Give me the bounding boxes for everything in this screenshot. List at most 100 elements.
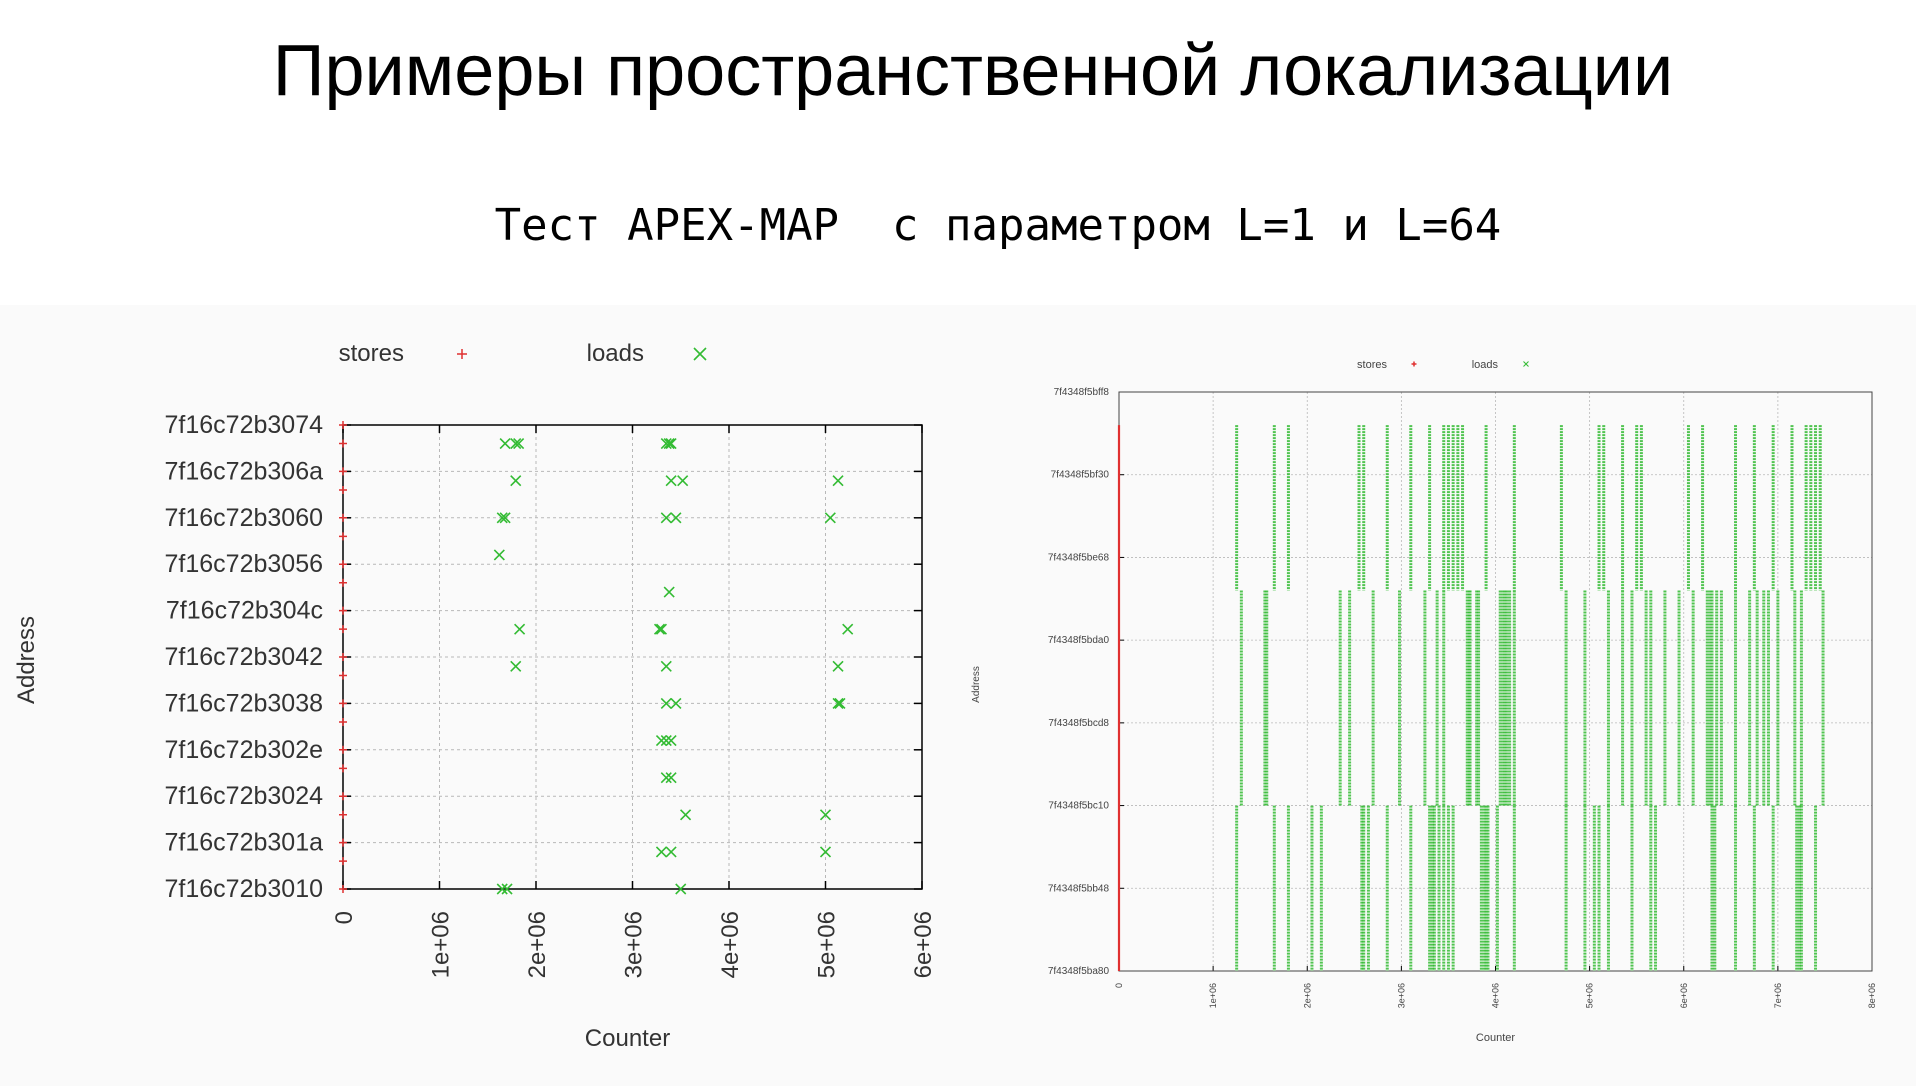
plot-background — [0, 305, 1916, 1086]
load-point — [675, 883, 687, 895]
store-point — [339, 513, 347, 522]
store-point — [339, 606, 347, 615]
store-point — [339, 764, 347, 773]
legend-label-loads: loads — [587, 340, 644, 367]
load-point — [655, 734, 668, 747]
load-point — [655, 846, 668, 858]
legend-label-stores: stores — [339, 340, 404, 367]
slide-title: Примеры пространственной локализации — [272, 31, 1674, 111]
store-point — [339, 717, 347, 726]
x-tick-label: 0 — [1114, 983, 1124, 988]
store-point — [339, 838, 347, 847]
x-tick-label: 2e+06 — [524, 911, 551, 978]
y-tick-label: 7f16c72b3042 — [165, 643, 323, 671]
x-tick-label: 5e+06 — [814, 911, 841, 978]
y-tick-label: 7f16c72b3056 — [165, 550, 323, 578]
x-tick-label: 0 — [331, 911, 358, 924]
load-point — [514, 623, 526, 635]
y-tick-label: 7f16c72b3060 — [165, 504, 323, 532]
load-point — [510, 660, 522, 672]
load-point — [660, 734, 672, 747]
load-point — [660, 660, 672, 672]
store-point — [339, 653, 347, 661]
x-tick-label: 3e+06 — [621, 911, 648, 978]
y-axis-title: Address — [13, 616, 40, 704]
load-point — [832, 475, 844, 487]
x-tick-label: 8e+06 — [1867, 983, 1877, 1008]
load-point — [660, 697, 672, 709]
store-point — [339, 857, 347, 866]
y-tick-label: 7f16c72b301a — [165, 829, 324, 857]
y-tick-label: 7f4348f5be68 — [1048, 552, 1110, 563]
load-point — [670, 697, 682, 709]
store-point — [339, 485, 347, 494]
x-tick-label: 1e+06 — [428, 911, 455, 978]
load-point — [665, 437, 677, 450]
y-tick-label: 7f16c72b3010 — [165, 875, 323, 903]
store-point — [339, 439, 347, 448]
load-point — [665, 846, 677, 858]
load-point — [819, 809, 832, 821]
load-point — [513, 437, 525, 450]
load-point — [834, 697, 846, 709]
load-point — [665, 772, 677, 784]
store-point — [339, 578, 347, 587]
load-point — [819, 846, 832, 858]
store-point — [339, 885, 347, 893]
legend-label-stores: stores — [1357, 359, 1387, 371]
store-point — [339, 745, 347, 754]
load-point — [663, 586, 675, 598]
x-tick-label: 7e+06 — [1773, 983, 1783, 1008]
load-point — [660, 772, 672, 784]
load-point — [493, 549, 505, 561]
store-point — [339, 671, 347, 680]
x-tick-label: 4e+06 — [717, 911, 744, 978]
load-point — [510, 475, 522, 487]
load-point — [824, 512, 836, 524]
slide-subtitle: Тест APEX-MAP с параметром L=1 и L=64 — [494, 200, 1502, 251]
x-tick-label: 4e+06 — [1491, 983, 1501, 1008]
load-point — [660, 437, 672, 450]
load-point — [832, 660, 844, 672]
store-point — [339, 699, 347, 708]
load-point — [653, 623, 666, 635]
store-point — [339, 560, 347, 569]
load-point — [663, 437, 675, 450]
store-point — [339, 532, 347, 541]
y-tick-label: 7f4348f5bcd8 — [1048, 718, 1109, 729]
load-point — [665, 734, 677, 747]
y-axis-title: Address — [971, 666, 982, 703]
load-point — [501, 883, 513, 895]
y-tick-label: 7f4348f5bff8 — [1054, 387, 1110, 398]
y-tick-label: 7f16c72b306a — [165, 457, 324, 485]
load-point — [510, 437, 522, 450]
legend-marker-stores — [457, 349, 467, 359]
legend-marker-loads — [693, 347, 707, 361]
y-tick-label: 7f16c72b304c — [166, 597, 323, 625]
y-tick-label: 7f16c72b3024 — [165, 782, 324, 810]
load-point — [670, 512, 682, 524]
y-tick-label: 7f4348f5bda0 — [1048, 635, 1110, 646]
x-tick-label: 3e+06 — [1396, 983, 1406, 1008]
y-tick-label: 7f4348f5bb48 — [1048, 883, 1110, 894]
y-tick-label: 7f16c72b3074 — [165, 411, 324, 439]
load-point — [499, 437, 511, 450]
load-point — [665, 475, 677, 487]
load-point — [680, 809, 692, 821]
x-tick-label: 1e+06 — [1208, 983, 1218, 1008]
y-tick-label: 7f4348f5ba80 — [1048, 966, 1110, 977]
store-point — [339, 810, 347, 819]
y-tick-label: 7f4348f5bf30 — [1051, 470, 1110, 481]
load-point — [655, 623, 668, 635]
load-point — [842, 623, 854, 635]
load-point — [832, 697, 844, 709]
store-point — [339, 792, 347, 801]
legend-marker-loads — [1523, 361, 1529, 367]
y-tick-label: 7f16c72b3038 — [165, 689, 323, 717]
legend-marker-stores — [1411, 361, 1417, 367]
x-tick-label: 6e+06 — [1679, 983, 1689, 1008]
store-point — [339, 467, 347, 476]
x-tick-label: 5e+06 — [1585, 983, 1595, 1008]
x-tick-label: 2e+06 — [1302, 983, 1312, 1008]
